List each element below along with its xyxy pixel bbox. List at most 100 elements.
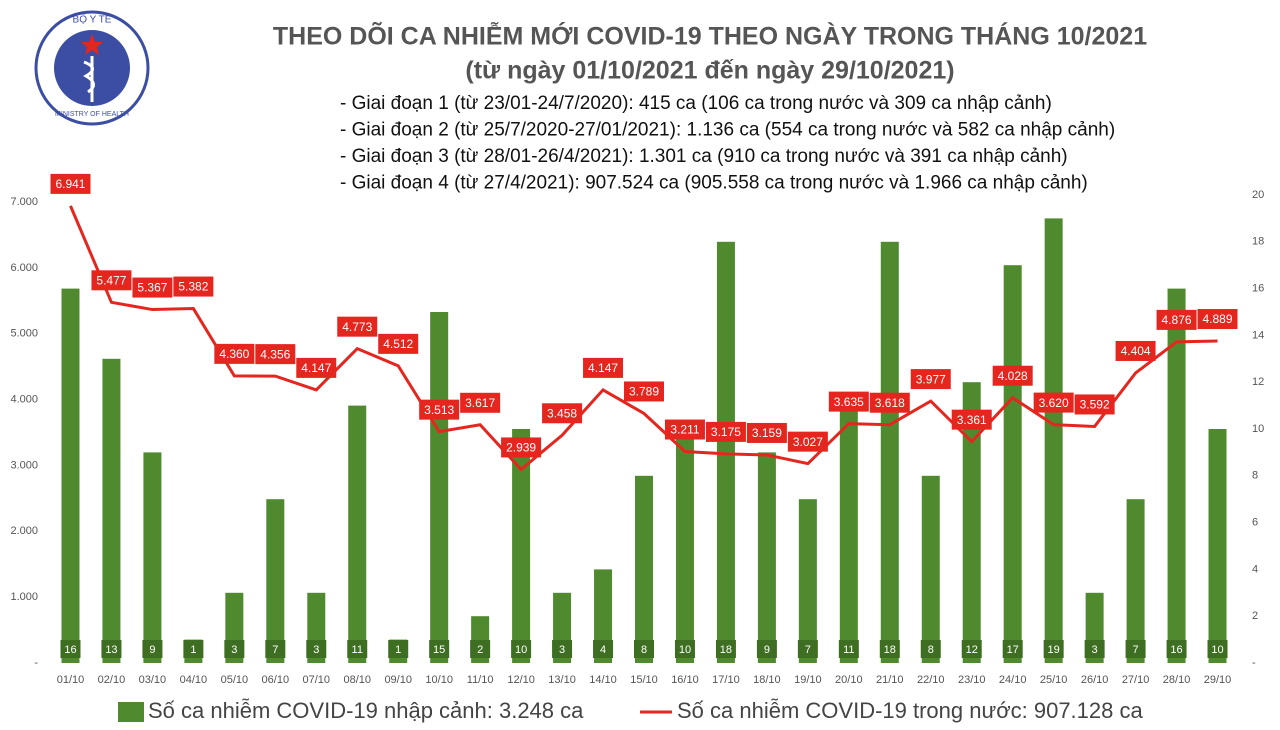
bar-label: 10 [679,644,691,656]
x-tick-label: 15/10 [630,674,658,686]
line-label-box [296,357,337,378]
line-label: 2.939 [506,441,536,455]
line-label-box [214,343,255,364]
bar-label-box [142,640,163,658]
x-tick-label: 19/10 [794,674,822,686]
chart-title: THEO DÕI CA NHIỄM MỚI COVID-19 THEO NGÀY… [273,21,1147,51]
y2-tick-label: 20 [1252,189,1264,201]
bar-label-box [470,640,491,658]
line-label-box [992,365,1033,386]
line-label: 3.620 [1039,396,1069,410]
x-tick-label: 27/10 [1122,674,1150,686]
bar-label: 17 [1007,644,1019,656]
bar-label: 3 [313,644,319,656]
line-label-box [828,391,869,412]
bar-label-box [593,640,614,658]
bar-label-box [961,640,982,658]
bar [880,241,899,664]
bar-label-box [511,640,532,658]
x-tick-label: 18/10 [753,674,781,686]
line-label-box [583,357,624,378]
line-label-box [255,344,296,365]
line-label: 3.458 [547,406,577,420]
bar [798,499,817,663]
bar-label: 19 [1048,644,1060,656]
bar-label: 18 [720,644,732,656]
x-tick-label: 02/10 [98,674,126,686]
x-tick-label: 29/10 [1204,674,1232,686]
bar-label-box [838,640,859,658]
bar-label-box [306,640,327,658]
line-label: 3.513 [424,403,454,417]
chart-subtitle: (từ ngày 01/10/2021 đến ngày 29/10/2021) [465,57,954,85]
line-label: 3.592 [1080,398,1110,412]
bar-label: 7 [1133,644,1139,656]
line-label: 3.618 [875,396,905,410]
note: - Giai đoạn 3 (từ 28/01-26/4/2021): 1.30… [340,146,1068,167]
bar-label: 1 [395,644,401,656]
bar [430,312,449,663]
x-tick-label: 17/10 [712,674,740,686]
line-label-box [746,422,787,443]
bar-label-box [347,640,368,658]
bar-label-box [1043,640,1064,658]
bar-label-box [797,640,818,658]
y-tick-label: 2.000 [10,525,38,537]
line-label-box [132,277,173,298]
bar-label: 12 [966,644,978,656]
x-tick-label: 10/10 [425,674,453,686]
bar [1044,218,1063,663]
bar [1208,429,1227,663]
line-label: 6.941 [55,177,85,191]
line-label: 3.159 [752,426,782,440]
bar-label: 3 [1092,644,1098,656]
line-label-box [173,276,214,297]
line-label: 4.147 [301,361,331,375]
bar [675,429,694,663]
line-label-box [501,437,542,458]
x-tick-label: 28/10 [1163,674,1191,686]
bar-label: 11 [843,644,854,656]
bar-label-box [715,640,736,658]
bar-label: 7 [272,644,278,656]
line-label: 4.356 [260,347,290,361]
y2-tick-label: 2 [1252,610,1258,622]
line-label-box [787,431,828,452]
bar-label: 3 [559,644,565,656]
bar [143,452,162,663]
logo-snake [82,60,95,94]
y-tick-label: 7.000 [10,196,38,208]
line-label-box [1115,340,1156,361]
x-tick-label: 12/10 [507,674,535,686]
bar-label-box [224,640,245,658]
bar-label-box [674,640,695,658]
line-label: 3.361 [957,413,987,427]
bar-label: 2 [477,644,483,656]
line-label-box [1033,392,1074,413]
x-tick-label: 26/10 [1081,674,1109,686]
x-tick-label: 20/10 [835,674,863,686]
bar [757,452,776,663]
y-tick-label: 6.000 [10,262,38,274]
x-tick-label: 03/10 [139,674,167,686]
line-label: 5.477 [96,273,126,287]
bar-label-box [60,640,81,658]
line-label: 4.028 [998,369,1028,383]
bar [839,405,858,663]
note: - Giai đoạn 4 (từ 27/4/2021): 907.524 ca… [340,173,1088,194]
bar-label-box [756,640,777,658]
x-tick-label: 24/10 [999,674,1027,686]
x-tick-label: 13/10 [548,674,576,686]
bar-label-box [552,640,573,658]
bar [266,499,285,663]
bar-label-box [920,640,941,658]
bar-label: 8 [641,644,647,656]
line [69,205,1218,472]
y2-tick-label: 6 [1252,517,1258,529]
line-label-box [664,419,705,440]
y2-tick-label: - [1252,657,1256,669]
x-tick-label: 08/10 [343,674,371,686]
y2-tick-label: 14 [1252,329,1264,341]
